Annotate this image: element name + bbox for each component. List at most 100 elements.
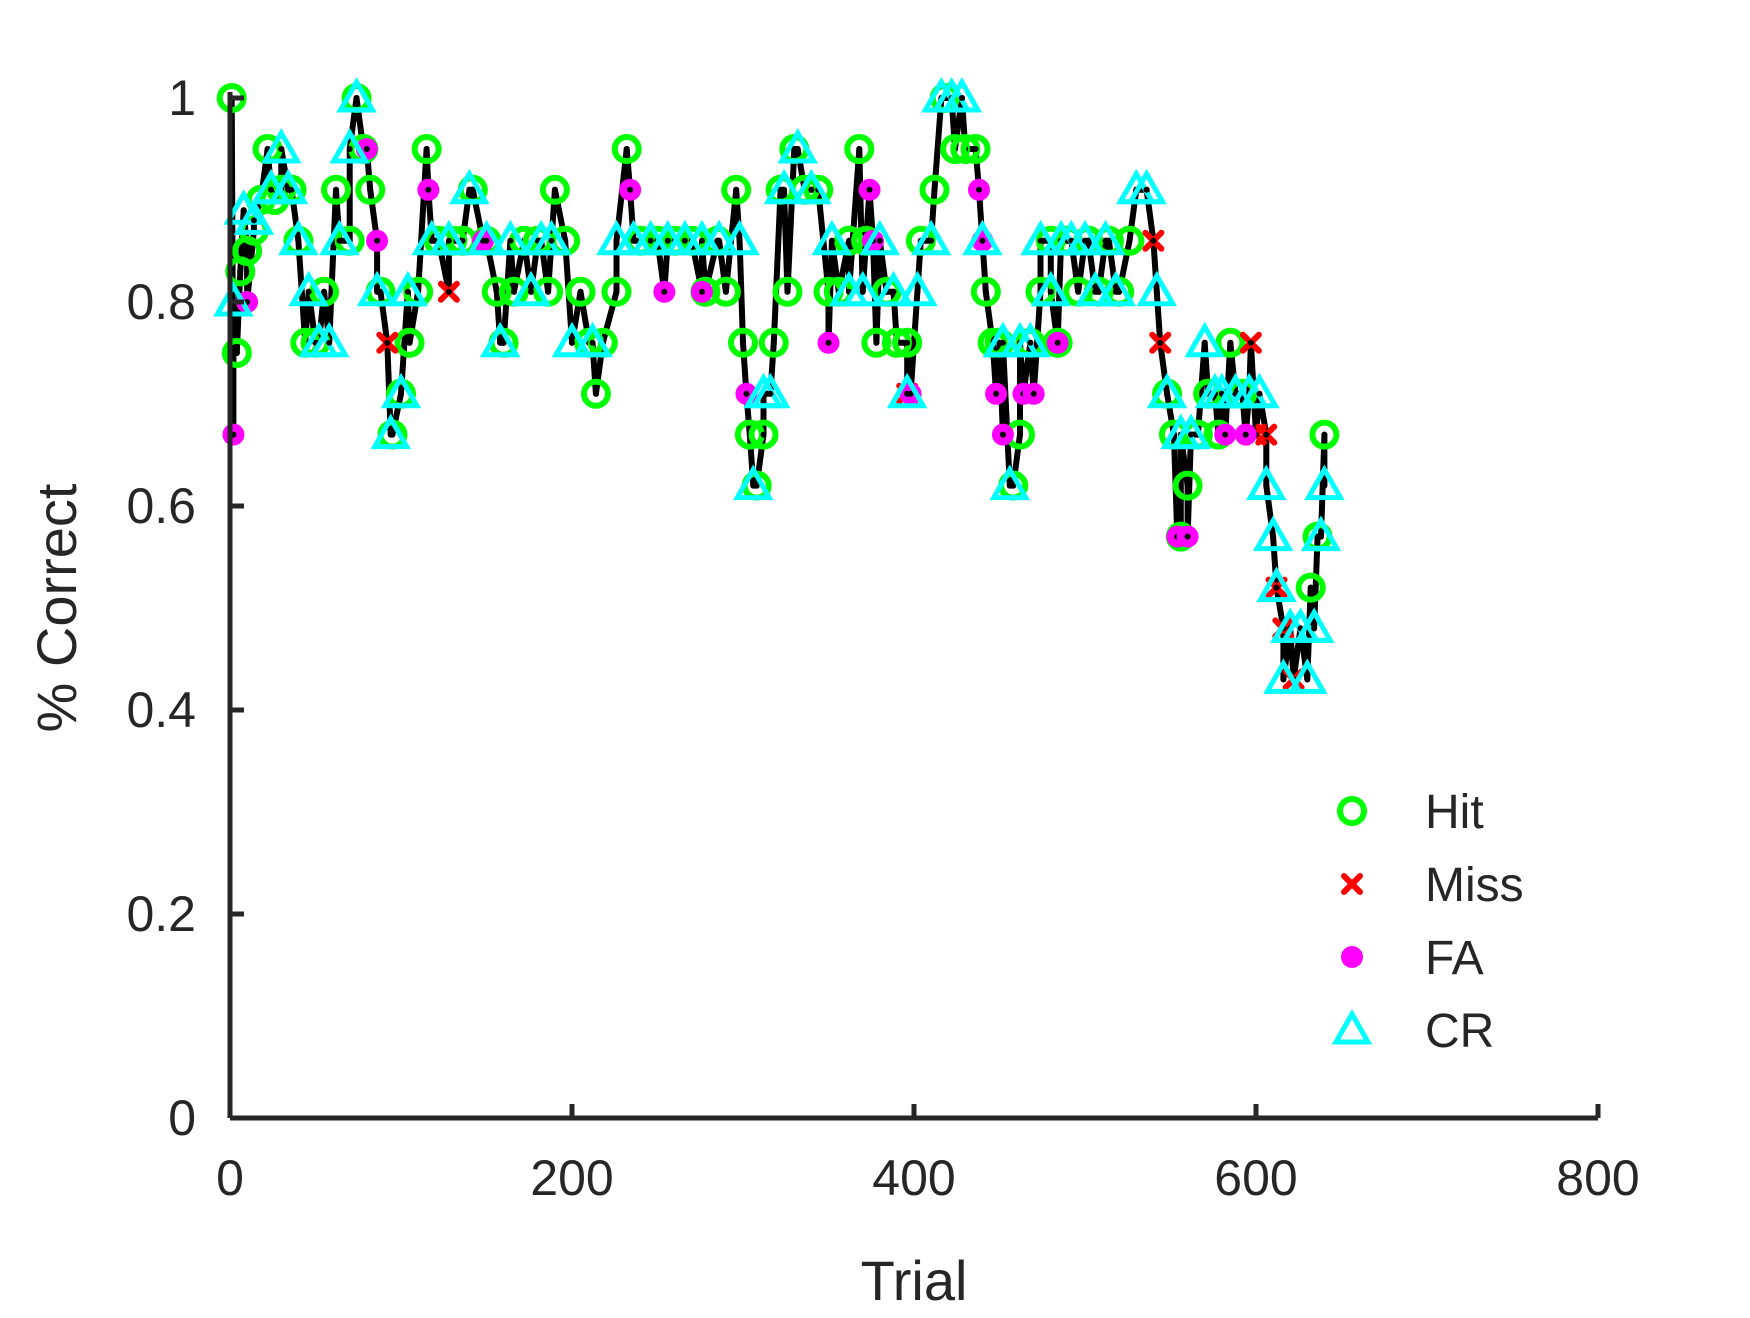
point-dot [808,186,815,193]
point-dot [1304,676,1311,683]
point-dot [873,339,880,346]
cr-marker [1239,372,1280,409]
cr-marker [319,219,360,256]
point-dot [551,186,558,193]
x-tick-label: 600 [1214,1150,1297,1206]
point-dot [931,186,938,193]
point-dot [784,288,791,295]
cr-marker [1300,515,1342,552]
point-dot [305,288,312,295]
hit-marker [710,276,741,307]
point-dot [507,237,514,244]
point-dot [250,217,257,224]
legend-miss-marker [1341,873,1363,895]
point-dot [1054,339,1061,346]
point-dot [497,339,504,346]
point-dot [398,390,404,397]
hit-marker [1215,327,1246,358]
y-tick-label: 0.8 [126,274,196,330]
cr-marker [387,270,429,307]
point-dot [295,237,302,244]
point-dot [1017,431,1024,438]
point-dot [268,186,275,193]
point-dot [321,288,328,295]
point-dot [406,339,413,346]
cr-marker [989,464,1031,501]
legend-cr-marker [1331,1008,1373,1045]
series-fa [222,138,1257,548]
cr-marker [510,270,552,307]
hit-marker [970,276,1001,307]
point-dot [1006,482,1013,489]
point-dot [890,288,897,295]
hit-marker [539,174,570,205]
cr-marker [1263,658,1304,694]
cr-marker [1286,658,1328,694]
point-dot [914,288,921,295]
point-dot [647,237,654,244]
cr-marker [1170,413,1212,450]
point-dot [353,95,360,101]
cr-marker [531,219,572,256]
y-tick-label: 0.6 [126,478,196,534]
point-dot [278,146,285,152]
legend-fa-label: FA [1425,932,1484,985]
cr-marker [1020,219,1061,256]
cr-marker [356,270,398,307]
y-tick-label: 0.2 [126,886,196,942]
hit-marker [721,174,752,205]
point-dot [1092,288,1099,295]
point-dot [233,350,240,356]
point-dot [630,237,637,244]
cr-marker [962,219,1003,256]
point-dot [928,237,935,244]
cr-marker [910,219,952,256]
point-dot [425,186,432,193]
point-dot [445,237,452,244]
legend-hit-label: Hit [1425,786,1484,839]
cr-marker [1256,566,1297,603]
point-dot [285,186,292,193]
point-dot [404,288,411,295]
point-dot [240,207,247,214]
cr-marker [428,219,470,256]
legend-cr-label: CR [1425,1005,1494,1058]
point-dot [374,237,381,244]
point-dot [1184,533,1191,540]
point-dot [740,339,746,346]
point-dot [623,146,630,152]
cr-marker [1064,219,1106,256]
point-dot [750,482,757,489]
point-dot [1270,533,1277,540]
point-dot [859,288,866,295]
hit-marker [861,327,892,358]
point-dot [527,288,534,295]
y-tick-label: 0.4 [126,682,196,738]
legend-hit-marker [1337,796,1367,826]
point-dot [1126,237,1133,244]
point-dot [661,288,668,295]
cr-marker [1126,168,1167,205]
point-dot [825,339,832,346]
cr-marker [370,413,412,450]
point-dot [237,268,244,275]
point-dot [975,186,982,193]
point-dot [999,339,1006,346]
point-dot [733,186,740,193]
cr-marker [380,372,422,409]
hit-marker [321,174,352,205]
point-dot [856,146,863,152]
cr-marker [1030,270,1072,307]
cr-marker [791,168,832,205]
cr-marker [1184,321,1226,358]
point-dot [1280,676,1287,683]
x-axis-label: Trial [861,1249,968,1312]
cr-marker [873,270,914,307]
point-dot [1263,431,1270,438]
point-dot [483,237,490,244]
cr-marker [1095,270,1137,307]
point-dot [569,339,575,346]
point-dot [1047,288,1054,295]
hit-marker [1042,327,1073,358]
